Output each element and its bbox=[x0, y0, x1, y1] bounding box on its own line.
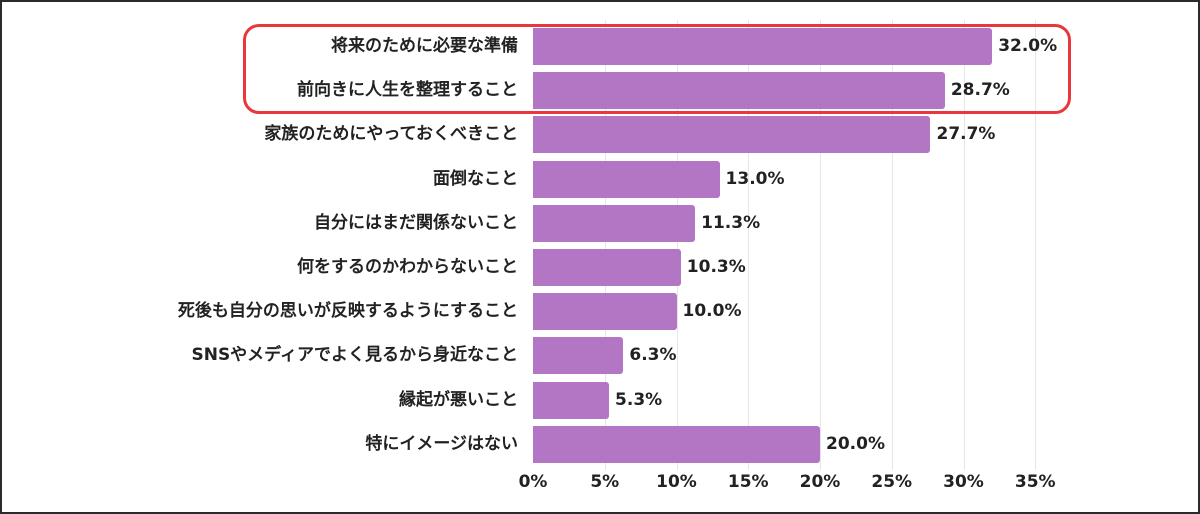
gridline bbox=[604, 20, 606, 470]
bar bbox=[533, 337, 624, 375]
bar bbox=[533, 28, 993, 65]
bar bbox=[533, 293, 677, 331]
bar bbox=[533, 425, 820, 463]
value-label: 10.3% bbox=[686, 257, 746, 277]
value-label: 11.3% bbox=[701, 212, 761, 233]
bar bbox=[533, 204, 696, 242]
gridline bbox=[963, 20, 965, 470]
category-label: 縁起が悪いこと bbox=[399, 389, 518, 410]
gridline bbox=[676, 20, 678, 470]
category-label: 前向きに人生を整理すること bbox=[297, 80, 518, 101]
bar bbox=[533, 249, 681, 286]
category-label: 死後も自分の思いが反映するようにすること bbox=[177, 301, 518, 322]
bar bbox=[533, 116, 931, 154]
value-label: 6.3% bbox=[629, 345, 677, 366]
gridline bbox=[891, 20, 893, 470]
gridline bbox=[820, 20, 821, 470]
value-label: 27.7% bbox=[936, 124, 996, 145]
category-label: 特にイメージはない bbox=[365, 433, 518, 454]
x-tick-label: 20% bbox=[799, 472, 841, 492]
value-label: 20.0% bbox=[826, 433, 885, 454]
value-label: 10.0% bbox=[682, 301, 742, 322]
category-label: 将来のために必要な準備 bbox=[331, 36, 518, 56]
category-label: SNSやメディアでよく見るから身近なこと bbox=[191, 345, 518, 366]
value-label: 28.7% bbox=[950, 80, 1010, 101]
x-tick-label: 15% bbox=[727, 472, 769, 492]
gridline bbox=[1035, 20, 1037, 470]
x-tick-label: 35% bbox=[1014, 472, 1056, 492]
gridline bbox=[748, 20, 750, 470]
bar bbox=[533, 160, 720, 198]
bar bbox=[533, 72, 945, 110]
value-label: 5.3% bbox=[615, 389, 663, 410]
value-label: 13.0% bbox=[725, 168, 785, 189]
x-tick-label: 25% bbox=[871, 472, 913, 492]
x-tick-label: 30% bbox=[943, 472, 984, 492]
category-label: 何をするのかわからないこと bbox=[297, 257, 518, 277]
value-label: 32.0% bbox=[998, 36, 1058, 56]
category-label: 家族のためにやっておくべきこと bbox=[264, 124, 518, 145]
category-label: 面倒なこと bbox=[433, 168, 518, 189]
x-tick-label: 10% bbox=[656, 472, 697, 492]
x-tick-label: 0% bbox=[518, 472, 548, 492]
category-label: 自分にはまだ関係ないこと bbox=[314, 212, 518, 233]
x-tick-label: 5% bbox=[590, 472, 620, 492]
bar bbox=[533, 381, 610, 419]
